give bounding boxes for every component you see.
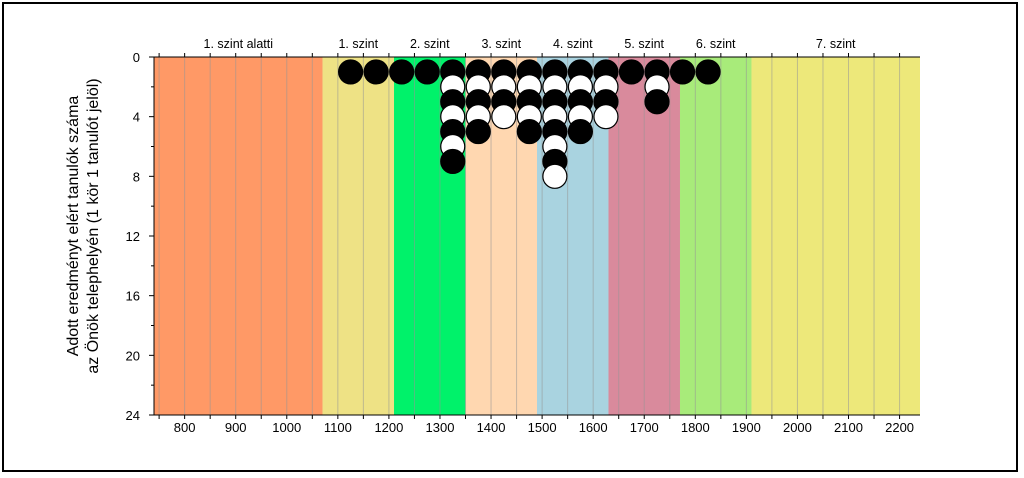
student-dot [491, 104, 517, 130]
y-tick-label: 0 [133, 50, 140, 65]
level-label: 3. szint [481, 37, 521, 51]
x-tick-label: 1800 [681, 420, 710, 435]
x-tick-label: 1400 [477, 420, 506, 435]
student-dot [440, 148, 466, 175]
x-tick-label: 2000 [783, 420, 812, 435]
x-tick-label: 1700 [630, 420, 659, 435]
x-tick-label: 1900 [732, 420, 761, 435]
chart-labels: 1. szint alatti 1. szint 2. szint 3. szint 4… [65, 37, 914, 435]
data-points [338, 59, 721, 189]
x-tick-label: 1500 [528, 420, 557, 435]
x-tick-label: 1100 [324, 420, 352, 435]
x-tick-label: 1300 [426, 420, 455, 435]
student-dot [567, 118, 594, 145]
x-tick-label: 1600 [579, 420, 608, 435]
level-label: 2. szint [410, 37, 450, 51]
grid-lines [158, 57, 901, 415]
level-band [679, 57, 752, 415]
axes [149, 53, 920, 419]
student-dot [414, 59, 440, 85]
x-tick-label: 2100 [834, 420, 863, 435]
student-dot [465, 118, 491, 145]
level-label: 1. szint alatti [204, 37, 273, 51]
y-axis-label: Adott eredményt elért tanulók száma [65, 96, 82, 357]
y-tick-label: 4 [133, 110, 140, 125]
level-band [751, 57, 920, 415]
x-tick-label: 900 [225, 420, 247, 435]
level-band [322, 57, 395, 415]
student-dot [338, 59, 364, 85]
y-axis-label: az Önök telephelyén (1 kör 1 tanulót jel… [84, 78, 102, 373]
level-label: 6. szint [696, 37, 736, 51]
student-dot [593, 104, 619, 130]
student-dot [644, 89, 670, 115]
y-tick-label: 24 [126, 408, 140, 423]
x-tick-label: 2200 [885, 420, 914, 435]
y-tick-label: 12 [126, 229, 140, 244]
level-label: 4. szint [553, 37, 593, 51]
student-dot [695, 59, 721, 85]
student-dot [618, 59, 645, 85]
x-tick-label: 1200 [374, 420, 403, 435]
level-band [154, 57, 323, 415]
student-dot [389, 59, 415, 85]
student-dot [363, 59, 389, 85]
x-tick-label: 1000 [272, 420, 301, 435]
level-label: 5. szint [624, 37, 664, 51]
y-tick-label: 20 [126, 348, 140, 363]
x-tick-label: 800 [174, 420, 196, 435]
student-dot [516, 118, 542, 145]
student-dot [542, 163, 568, 189]
y-tick-label: 16 [126, 289, 140, 304]
level-label: 7. szint [816, 37, 856, 51]
student-dot [669, 59, 696, 85]
level-label: 1. szint [338, 37, 378, 51]
y-tick-label: 8 [133, 169, 140, 184]
